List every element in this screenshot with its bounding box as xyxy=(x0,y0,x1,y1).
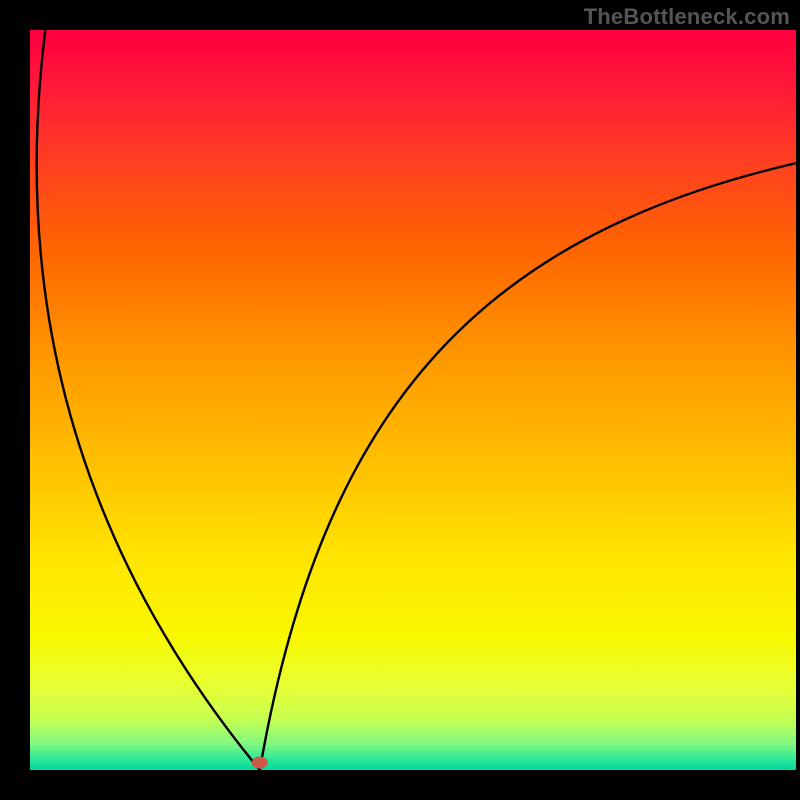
plot-svg xyxy=(30,30,796,770)
min-marker xyxy=(252,757,268,769)
plot-background xyxy=(30,30,796,770)
watermark-text: TheBottleneck.com xyxy=(584,4,790,30)
frame-right xyxy=(796,0,800,800)
frame-left xyxy=(0,0,30,800)
plot-area xyxy=(30,30,796,770)
frame-bottom xyxy=(0,770,800,800)
